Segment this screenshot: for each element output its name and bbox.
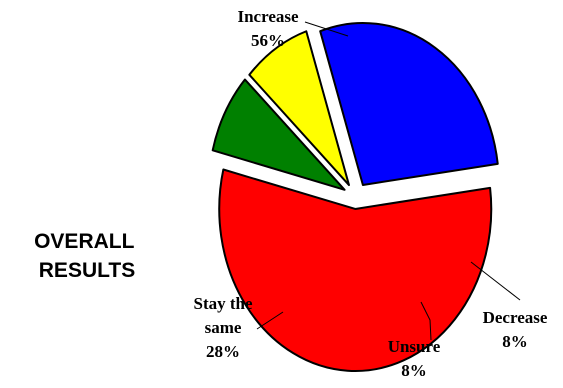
leader-line-stay-the-same — [256, 311, 284, 330]
pie-slice-stay-the-same — [319, 21, 499, 186]
leader-lines — [256, 21, 521, 341]
leader-line-decrease — [470, 261, 521, 301]
pie-slice-decrease — [211, 78, 346, 191]
leader-line-increase — [304, 21, 349, 37]
chart-title-line-1: OVERALL — [34, 230, 135, 253]
chart-title-line-2: RESULTS — [39, 259, 135, 282]
data-label-unsure: Unsure 8% — [388, 337, 441, 380]
data-label-increase: Increase 56% — [237, 7, 299, 50]
leader-line-unsure — [420, 301, 432, 341]
pie-slice-increase — [218, 168, 493, 372]
data-label-decrease: Decrease 8% — [483, 308, 548, 351]
pie-slice-unsure — [248, 30, 350, 187]
slice-labels: Increase 56% Decrease 8% Unsure 8% Stay the sam… — [193, 7, 547, 380]
chart-title: OVERALL RESULTS — [34, 230, 140, 282]
data-label-stay-the-same: Stay the same 28% — [193, 294, 252, 361]
pie-slices — [211, 21, 499, 372]
